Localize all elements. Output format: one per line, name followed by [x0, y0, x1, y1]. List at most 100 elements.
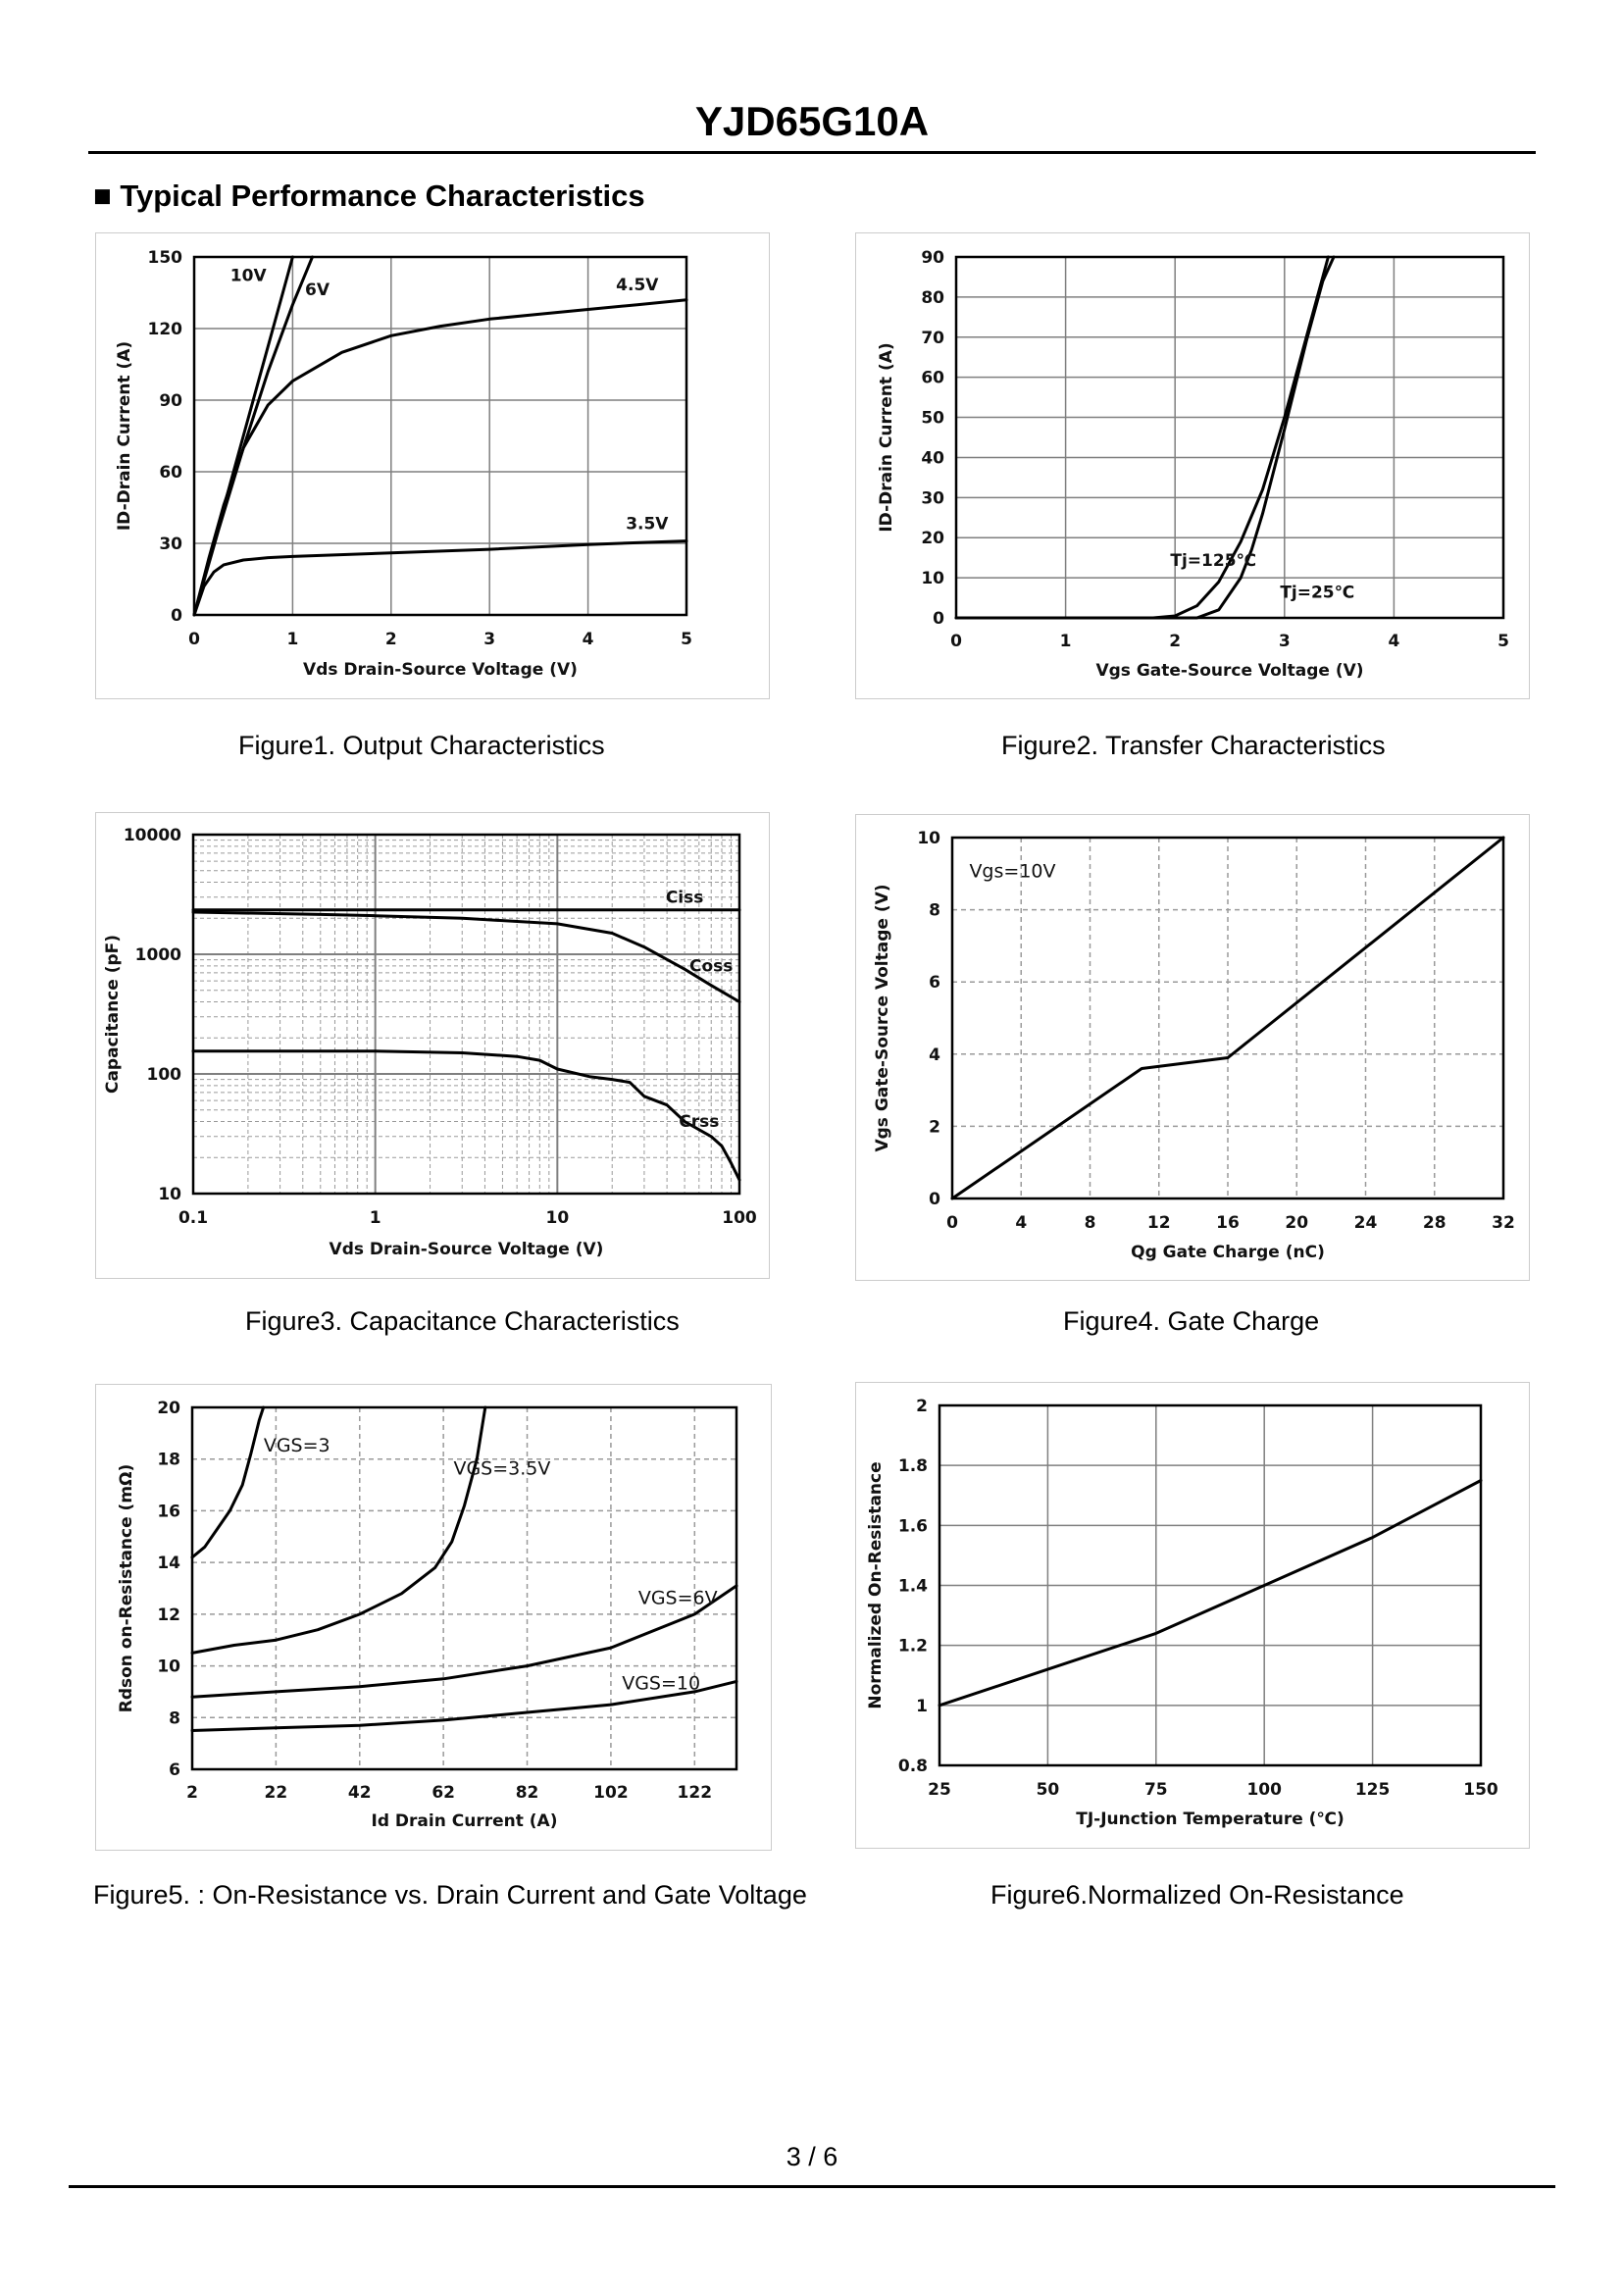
x-axis-title: Vds Drain-Source Voltage (V) — [330, 1240, 604, 1259]
series-line-Tj=25℃ — [954, 255, 1336, 620]
x-tick-label: 2 — [186, 1783, 198, 1803]
series-line-4.5V — [192, 298, 688, 617]
x-tick-label: 125 — [1355, 1780, 1391, 1800]
x-tick-label: 4 — [583, 630, 594, 649]
figure4-caption: Figure4. Gate Charge — [1063, 1306, 1320, 1336]
page-title: YJD65G10A — [694, 98, 930, 144]
y-tick-label: 10 — [921, 569, 944, 588]
series-label: VGS=3 — [264, 1435, 330, 1456]
plot-area — [192, 1407, 736, 1769]
y-tick-label: 6 — [929, 973, 940, 993]
chart-6: 25 50 75 100 125 150 0.8 1 1.2 1.4 1.6 1.8 2 TJ-Junct… — [866, 1397, 1498, 1829]
y-tick-label: 70 — [921, 329, 944, 348]
series-label: Ciss — [666, 888, 704, 907]
series-labels: Vgs=10V — [969, 860, 1055, 882]
y-tick-label: 20 — [921, 529, 944, 548]
y-tick-label: 1 — [916, 1697, 928, 1716]
y-tick-label: 1.4 — [898, 1577, 928, 1597]
figure6-svg: 25 50 75 100 125 150 0.8 1 1.2 1.4 1.6 1.8 2 TJ-Junct… — [866, 1397, 1498, 1829]
series-label: Tj=25℃ — [1280, 584, 1354, 603]
x-axis-title: TJ-Junction Temperature (℃) — [1076, 1810, 1345, 1829]
series-labels: Tj=125℃ Tj=25℃ — [1170, 551, 1354, 603]
header-rule — [88, 151, 1536, 154]
x-tick-label: 10 — [545, 1208, 569, 1228]
y-tick-label: 2 — [916, 1397, 928, 1416]
series-label: Crss — [679, 1112, 719, 1132]
plot-border — [950, 836, 1505, 1200]
x-tick-label: 42 — [348, 1783, 372, 1803]
figure3-chart: 0.1 1 10 100 10 100 1000 10000 Vds Drain-Source … — [95, 812, 770, 1279]
y-tick-label: 12 — [157, 1606, 180, 1625]
x-tick-label: 0 — [188, 630, 200, 649]
figure5-caption: Figure5. : On-Resistance vs. Drain Curre… — [93, 1880, 807, 1910]
y-tick-label: 14 — [157, 1554, 180, 1573]
figure4-chart: 0 4 8 12 16 20 24 28 32 0 2 4 6 8 10 Qg Gate Charge (nC… — [855, 814, 1530, 1281]
series-line-Coss — [191, 910, 741, 1003]
series-lines — [950, 836, 1505, 1200]
x-tick-label: 1 — [286, 630, 298, 649]
chart-3: 0.1 1 10 100 10 100 1000 10000 Vds Drain-Source … — [103, 826, 757, 1259]
y-tick-label: 30 — [159, 535, 182, 554]
series-line-Vgs=10V — [950, 836, 1505, 1200]
y-tick-label: 8 — [169, 1708, 180, 1728]
x-tick-label: 3 — [1279, 632, 1291, 651]
y-tick-label: 1.2 — [898, 1637, 928, 1657]
series-line-Crss — [191, 1049, 741, 1182]
y-tick-label: 18 — [157, 1451, 180, 1470]
x-tick-label: 16 — [1216, 1213, 1240, 1233]
y-tick-label: 90 — [921, 248, 944, 268]
x-tick-label: 150 — [1463, 1780, 1498, 1800]
y-tick-label: 0 — [929, 1190, 940, 1209]
series-labels: Ciss Coss Crss — [666, 888, 734, 1132]
page-number: 3 / 6 — [786, 2142, 838, 2171]
figure2-chart: 0 1 2 3 4 5 0 10 20 30 40 50 60 70 80 90 Vgs Gate-Source… — [855, 232, 1530, 699]
series-label: Vgs=10V — [969, 860, 1055, 882]
chart-1: 0 1 2 3 4 5 0 30 60 90 120 150 Vds Drain-Source Volt… — [115, 248, 692, 680]
y-tick-label: 2 — [929, 1117, 940, 1137]
x-tick-label: 4 — [1388, 632, 1399, 651]
y-tick-label: 10 — [917, 829, 940, 848]
y-tick-label: 60 — [159, 463, 182, 483]
y-axis-title: ID-Drain Current (A) — [877, 342, 896, 532]
figure5-chart: 2 22 42 62 82 102 122 6 8 10 12 14 16 18 20 Id Drain Cu… — [95, 1384, 772, 1851]
y-tick-label: 10 — [157, 1657, 180, 1677]
y-axis-title: Normalized On-Resistance — [866, 1461, 886, 1708]
figure3-svg: 0.1 1 10 100 10 100 1000 10000 Vds Drain-Source … — [103, 826, 757, 1259]
section-bullet: ■ — [93, 178, 112, 213]
series-label: Coss — [689, 956, 733, 976]
x-tick-label: 5 — [681, 630, 692, 649]
x-tick-label: 50 — [1037, 1780, 1060, 1800]
x-tick-label: 3 — [483, 630, 495, 649]
x-tick-label: 82 — [516, 1783, 539, 1803]
y-tick-label: 0 — [933, 609, 944, 629]
plot-border — [192, 255, 688, 617]
y-axis-title: ID-Drain Current (A) — [115, 341, 134, 531]
series-line-3.5V — [192, 539, 688, 617]
y-tick-label: 10 — [158, 1185, 181, 1204]
y-tick-label: 0.8 — [898, 1757, 928, 1776]
plot-border — [938, 1403, 1483, 1767]
x-tick-label: 20 — [1285, 1213, 1308, 1233]
x-tick-label: 32 — [1492, 1213, 1515, 1233]
series-lines — [190, 1405, 738, 1732]
y-tick-label: 16 — [157, 1502, 180, 1521]
y-tick-label: 40 — [921, 448, 944, 468]
series-lines — [938, 1479, 1483, 1708]
y-tick-label: 90 — [159, 391, 182, 411]
figure1-svg: 0 1 2 3 4 5 0 30 60 90 120 150 Vds Drain-Source Volt… — [115, 248, 692, 680]
x-tick-label: 25 — [928, 1780, 951, 1800]
x-tick-label: 122 — [678, 1783, 713, 1803]
series-label: VGS=10 — [622, 1672, 700, 1694]
series-label: VGS=3.5V — [453, 1458, 550, 1480]
plot-border — [954, 255, 1505, 620]
x-tick-label: 22 — [265, 1783, 288, 1803]
series-label: Tj=125℃ — [1170, 551, 1256, 571]
x-tick-label: 1 — [370, 1208, 381, 1228]
y-tick-label: 0 — [171, 606, 182, 626]
plot-area — [193, 835, 739, 1194]
series-line-VGS=3 — [190, 1405, 266, 1559]
